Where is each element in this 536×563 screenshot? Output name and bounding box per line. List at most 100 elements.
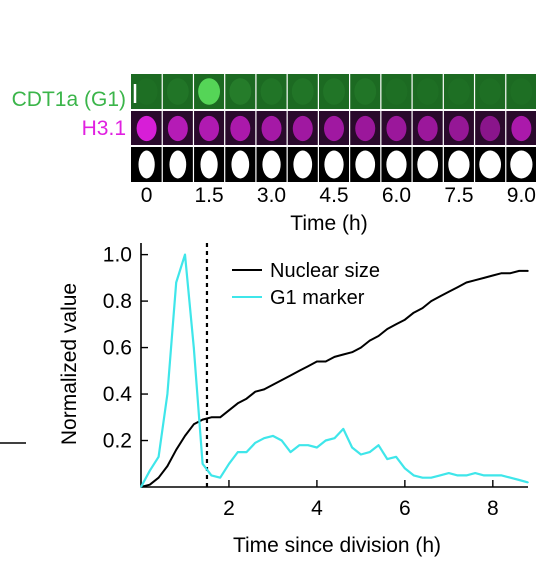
data-point — [386, 458, 389, 460]
h31-frame-11 — [480, 115, 501, 142]
data-point — [324, 439, 327, 442]
data-point — [492, 274, 494, 277]
montage-time-ticks: 0 1.5 3.0 4.5 6.0 7.5 9.0 — [141, 184, 536, 207]
y-tick-label: 0.8 — [103, 290, 132, 313]
data-point — [377, 444, 380, 447]
data-point — [430, 476, 433, 479]
data-point — [333, 356, 336, 358]
data-point — [184, 253, 186, 256]
data-point — [404, 318, 406, 321]
data-point — [166, 465, 169, 467]
data-point — [237, 402, 239, 405]
data-point — [201, 418, 204, 421]
data-point — [483, 277, 485, 279]
montage-tick-label: 6.0 — [382, 184, 411, 207]
h31-frame-3 — [230, 115, 251, 142]
y-axis-label: Normalized value — [58, 283, 81, 445]
data-point — [351, 446, 353, 449]
x-tick-label: 4 — [311, 497, 323, 520]
data-point — [307, 365, 309, 368]
data-point — [439, 474, 441, 477]
data-point — [386, 328, 389, 330]
data-point — [456, 474, 459, 477]
h31-frame-5 — [292, 115, 313, 142]
data-point — [412, 311, 415, 314]
data-point — [500, 272, 503, 275]
g1-frame-2 — [198, 78, 221, 105]
legend-label-nuclear-size: Nuclear size — [270, 260, 380, 282]
data-point — [439, 295, 441, 298]
data-point — [527, 270, 529, 272]
data-point — [509, 272, 512, 275]
h31-frame-2 — [199, 115, 220, 142]
montage-tick-label: 7.5 — [444, 184, 473, 207]
data-point — [298, 444, 301, 447]
g1-frame-0 — [135, 78, 158, 105]
montage-xlabel: Time (h) — [290, 212, 367, 235]
data-point — [210, 416, 213, 419]
data-point — [316, 446, 318, 449]
h31-frame-0 — [136, 115, 157, 142]
data-point — [289, 451, 292, 453]
montage-tick-label: 3.0 — [257, 184, 286, 207]
data-point — [412, 474, 415, 477]
data-point — [342, 353, 345, 356]
data-point — [518, 270, 520, 272]
data-point — [228, 463, 230, 465]
mask-frame-6 — [324, 150, 344, 179]
x-axis-label: Time since division (h) — [233, 534, 441, 557]
mask-frame-9 — [417, 150, 439, 179]
g1-frame-10 — [447, 78, 470, 105]
data-point — [166, 393, 169, 395]
row-label-h31: H3.1 — [82, 117, 126, 140]
data-point — [421, 307, 424, 309]
data-point — [237, 451, 239, 453]
mask-frame-1 — [169, 150, 187, 179]
mask-frame-8 — [386, 150, 407, 179]
data-point — [360, 453, 362, 456]
data-point — [254, 390, 257, 393]
x-ticks: 2 4 6 8 — [223, 480, 499, 520]
mask-frame-5 — [293, 150, 313, 179]
g1-frame-1 — [166, 78, 189, 105]
chart-axes — [140, 243, 528, 488]
h31-frame-12 — [511, 115, 532, 142]
data-point — [465, 474, 468, 477]
data-point — [149, 483, 151, 486]
data-point — [500, 474, 503, 477]
data-point — [228, 409, 230, 412]
data-point — [157, 456, 160, 458]
mask-frame-4 — [262, 150, 281, 179]
mask-frame-2 — [200, 150, 218, 179]
data-point — [254, 442, 257, 444]
data-point — [272, 384, 274, 386]
data-point — [280, 439, 283, 442]
data-point — [474, 279, 477, 282]
g1-frame-6 — [323, 78, 345, 105]
data-point — [245, 451, 248, 453]
data-point — [324, 360, 327, 363]
data-point — [263, 437, 265, 440]
data-point — [448, 472, 450, 474]
data-point — [316, 360, 318, 363]
data-point — [492, 474, 494, 477]
data-point — [272, 435, 274, 437]
h31-frame-8 — [386, 115, 407, 142]
data-point — [210, 474, 213, 477]
y-tick-label: 0.6 — [103, 337, 132, 360]
data-point — [404, 467, 406, 470]
data-point — [421, 476, 424, 479]
h31-frame-1 — [167, 115, 188, 142]
data-point — [395, 456, 397, 458]
data-point — [342, 428, 345, 430]
montage-tick-label: 0 — [141, 184, 153, 207]
g1-frame-3 — [229, 78, 252, 105]
mask-frame-0 — [138, 150, 155, 179]
h31-frame-9 — [417, 115, 438, 142]
line-chart: 2 4 6 8 0.2 0.4 0.6 0.8 1.0 Nuclear size G1 mar… — [58, 243, 529, 557]
data-point — [368, 339, 371, 342]
g1-frame-12 — [510, 78, 533, 105]
legend-label-g1-marker: G1 marker — [270, 287, 365, 309]
data-point — [280, 379, 283, 381]
